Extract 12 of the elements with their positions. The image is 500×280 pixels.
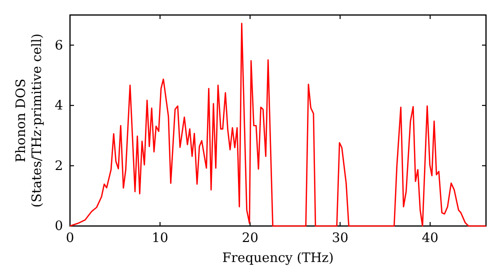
y-tick-label: 2 bbox=[54, 158, 63, 174]
x-tick-label: 40 bbox=[422, 231, 438, 246]
x-tick-label: 20 bbox=[242, 231, 258, 246]
y-tick-label: 0 bbox=[54, 219, 63, 234]
x-tick-label: 30 bbox=[332, 231, 348, 246]
x-tick-label: 10 bbox=[152, 231, 168, 246]
y-tick-label: 4 bbox=[54, 98, 63, 114]
x-tick-label: 0 bbox=[66, 231, 74, 246]
y-axis-title: Phonon DOS (States/THz·primitive cell) bbox=[14, 33, 45, 208]
y-tick-label: 6 bbox=[54, 38, 63, 54]
x-axis-title: Frequency (THz) bbox=[222, 251, 334, 266]
line-series bbox=[69, 22, 487, 227]
